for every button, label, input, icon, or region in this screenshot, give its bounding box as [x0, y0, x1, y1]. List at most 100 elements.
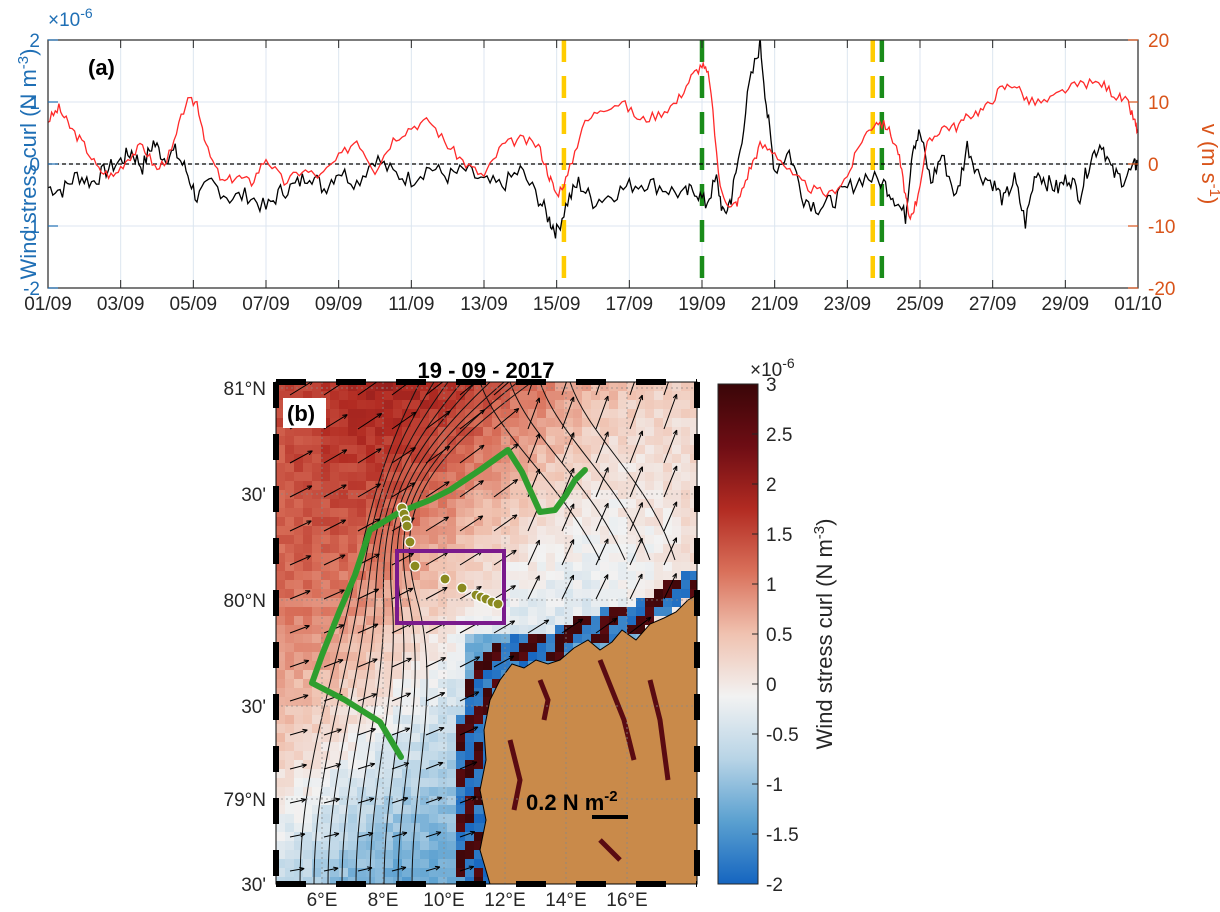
- curl-cell: [438, 706, 448, 716]
- curl-cell: [528, 553, 538, 563]
- curl-cell: [366, 661, 376, 671]
- curl-cell: [483, 499, 493, 509]
- curl-cell: [276, 463, 286, 473]
- curl-cell: [357, 679, 367, 689]
- curl-cell: [339, 562, 349, 572]
- curl-cell: [492, 400, 502, 410]
- curl-cell: [501, 526, 511, 536]
- curl-cell: [627, 436, 637, 446]
- curl-cell: [393, 688, 403, 698]
- curl-cell: [357, 616, 367, 626]
- curl-cell: [492, 535, 502, 545]
- curl-cell: [429, 553, 439, 563]
- left-tick-label: 0: [29, 155, 40, 176]
- wind-arrowhead: [638, 430, 644, 436]
- curl-cell: [339, 535, 349, 545]
- lon-tick-label: 10°E: [423, 890, 464, 911]
- curl-cell: [366, 643, 376, 653]
- curl-cell: [447, 859, 457, 869]
- right-tick-label: -10: [1148, 217, 1175, 238]
- curl-cell: [303, 526, 313, 536]
- curl-cell: [591, 553, 601, 563]
- curl-cell: [321, 742, 331, 752]
- curl-cell: [627, 400, 637, 410]
- panel-b-label-bg: [283, 398, 326, 428]
- curl-cell: [339, 760, 349, 770]
- curl-cell: [303, 652, 313, 662]
- curl-cell: [303, 661, 313, 671]
- curl-cell: [510, 463, 520, 473]
- curl-cell: [618, 454, 628, 464]
- curl-cell: [474, 499, 484, 509]
- curl-cell: [600, 427, 610, 437]
- curl-cell: [411, 877, 421, 884]
- wind-arrow: [459, 761, 478, 770]
- wind-arrow: [425, 586, 448, 600]
- wind-arrow: [561, 396, 575, 430]
- curl-cell: [285, 733, 295, 743]
- wind-arrow: [425, 796, 443, 804]
- curl-cell: [627, 490, 637, 500]
- curl-cell: [564, 445, 574, 455]
- curl-cell: [339, 580, 349, 590]
- wind-arrow: [391, 866, 407, 872]
- curl-cell: [456, 607, 466, 617]
- curl-cell: [456, 796, 466, 806]
- curl-cell: [546, 580, 556, 590]
- curl-cell: [537, 544, 547, 554]
- wind-arrowhead: [373, 588, 380, 594]
- curl-cell: [528, 436, 538, 446]
- wind-arrowhead: [402, 796, 409, 802]
- wind-arrowhead: [478, 480, 484, 486]
- curl-cell: [501, 409, 511, 419]
- contour-line: [299, 382, 421, 884]
- curl-cell: [375, 418, 385, 428]
- curl-cell: [285, 652, 295, 662]
- curl-cell: [339, 787, 349, 797]
- curl-cell: [312, 724, 322, 734]
- curl-cell: [636, 400, 646, 410]
- curl-cell: [465, 436, 475, 446]
- wind-arrowhead: [335, 763, 341, 768]
- curl-cell: [690, 481, 697, 491]
- curl-cell: [321, 805, 331, 815]
- curl-cell: [609, 625, 619, 635]
- curl-cell: [429, 868, 439, 878]
- curl-cell: [330, 850, 340, 860]
- curl-cell: [312, 688, 322, 698]
- curl-cell: [357, 652, 367, 662]
- curl-cell: [438, 598, 448, 608]
- curl-cell: [456, 535, 466, 545]
- curl-cell: [447, 463, 457, 473]
- colorbar-scale-label: ×10-6: [750, 355, 795, 381]
- curl-cell: [366, 697, 376, 707]
- curl-cell: [573, 436, 583, 446]
- curl-cell: [456, 760, 466, 770]
- curl-cell: [609, 445, 619, 455]
- curl-cell: [285, 670, 295, 680]
- wind-arrowhead: [470, 796, 477, 801]
- curl-cell: [312, 535, 322, 545]
- curl-cell: [582, 544, 592, 554]
- right-tick-label: 0: [1148, 155, 1159, 176]
- curl-cell: [627, 382, 637, 392]
- curl-cell: [411, 571, 421, 581]
- curl-cell: [339, 769, 349, 779]
- curl-cell: [366, 823, 376, 833]
- curl-cell: [456, 841, 466, 851]
- curl-cell: [330, 472, 340, 482]
- curl-cell: [429, 400, 439, 410]
- curl-cell: [672, 436, 682, 446]
- curl-cell: [546, 490, 556, 500]
- curl-cell: [420, 652, 430, 662]
- curl-cell: [402, 418, 412, 428]
- curl-cell: [456, 778, 466, 788]
- curl-cell: [303, 508, 313, 518]
- curl-cell: [330, 706, 340, 716]
- curl-cell: [294, 607, 304, 617]
- curl-cell: [537, 418, 547, 428]
- curl-cell: [546, 526, 556, 536]
- curl-cell: [600, 616, 610, 626]
- curl-cell: [456, 805, 466, 815]
- wind-arrow: [289, 764, 307, 770]
